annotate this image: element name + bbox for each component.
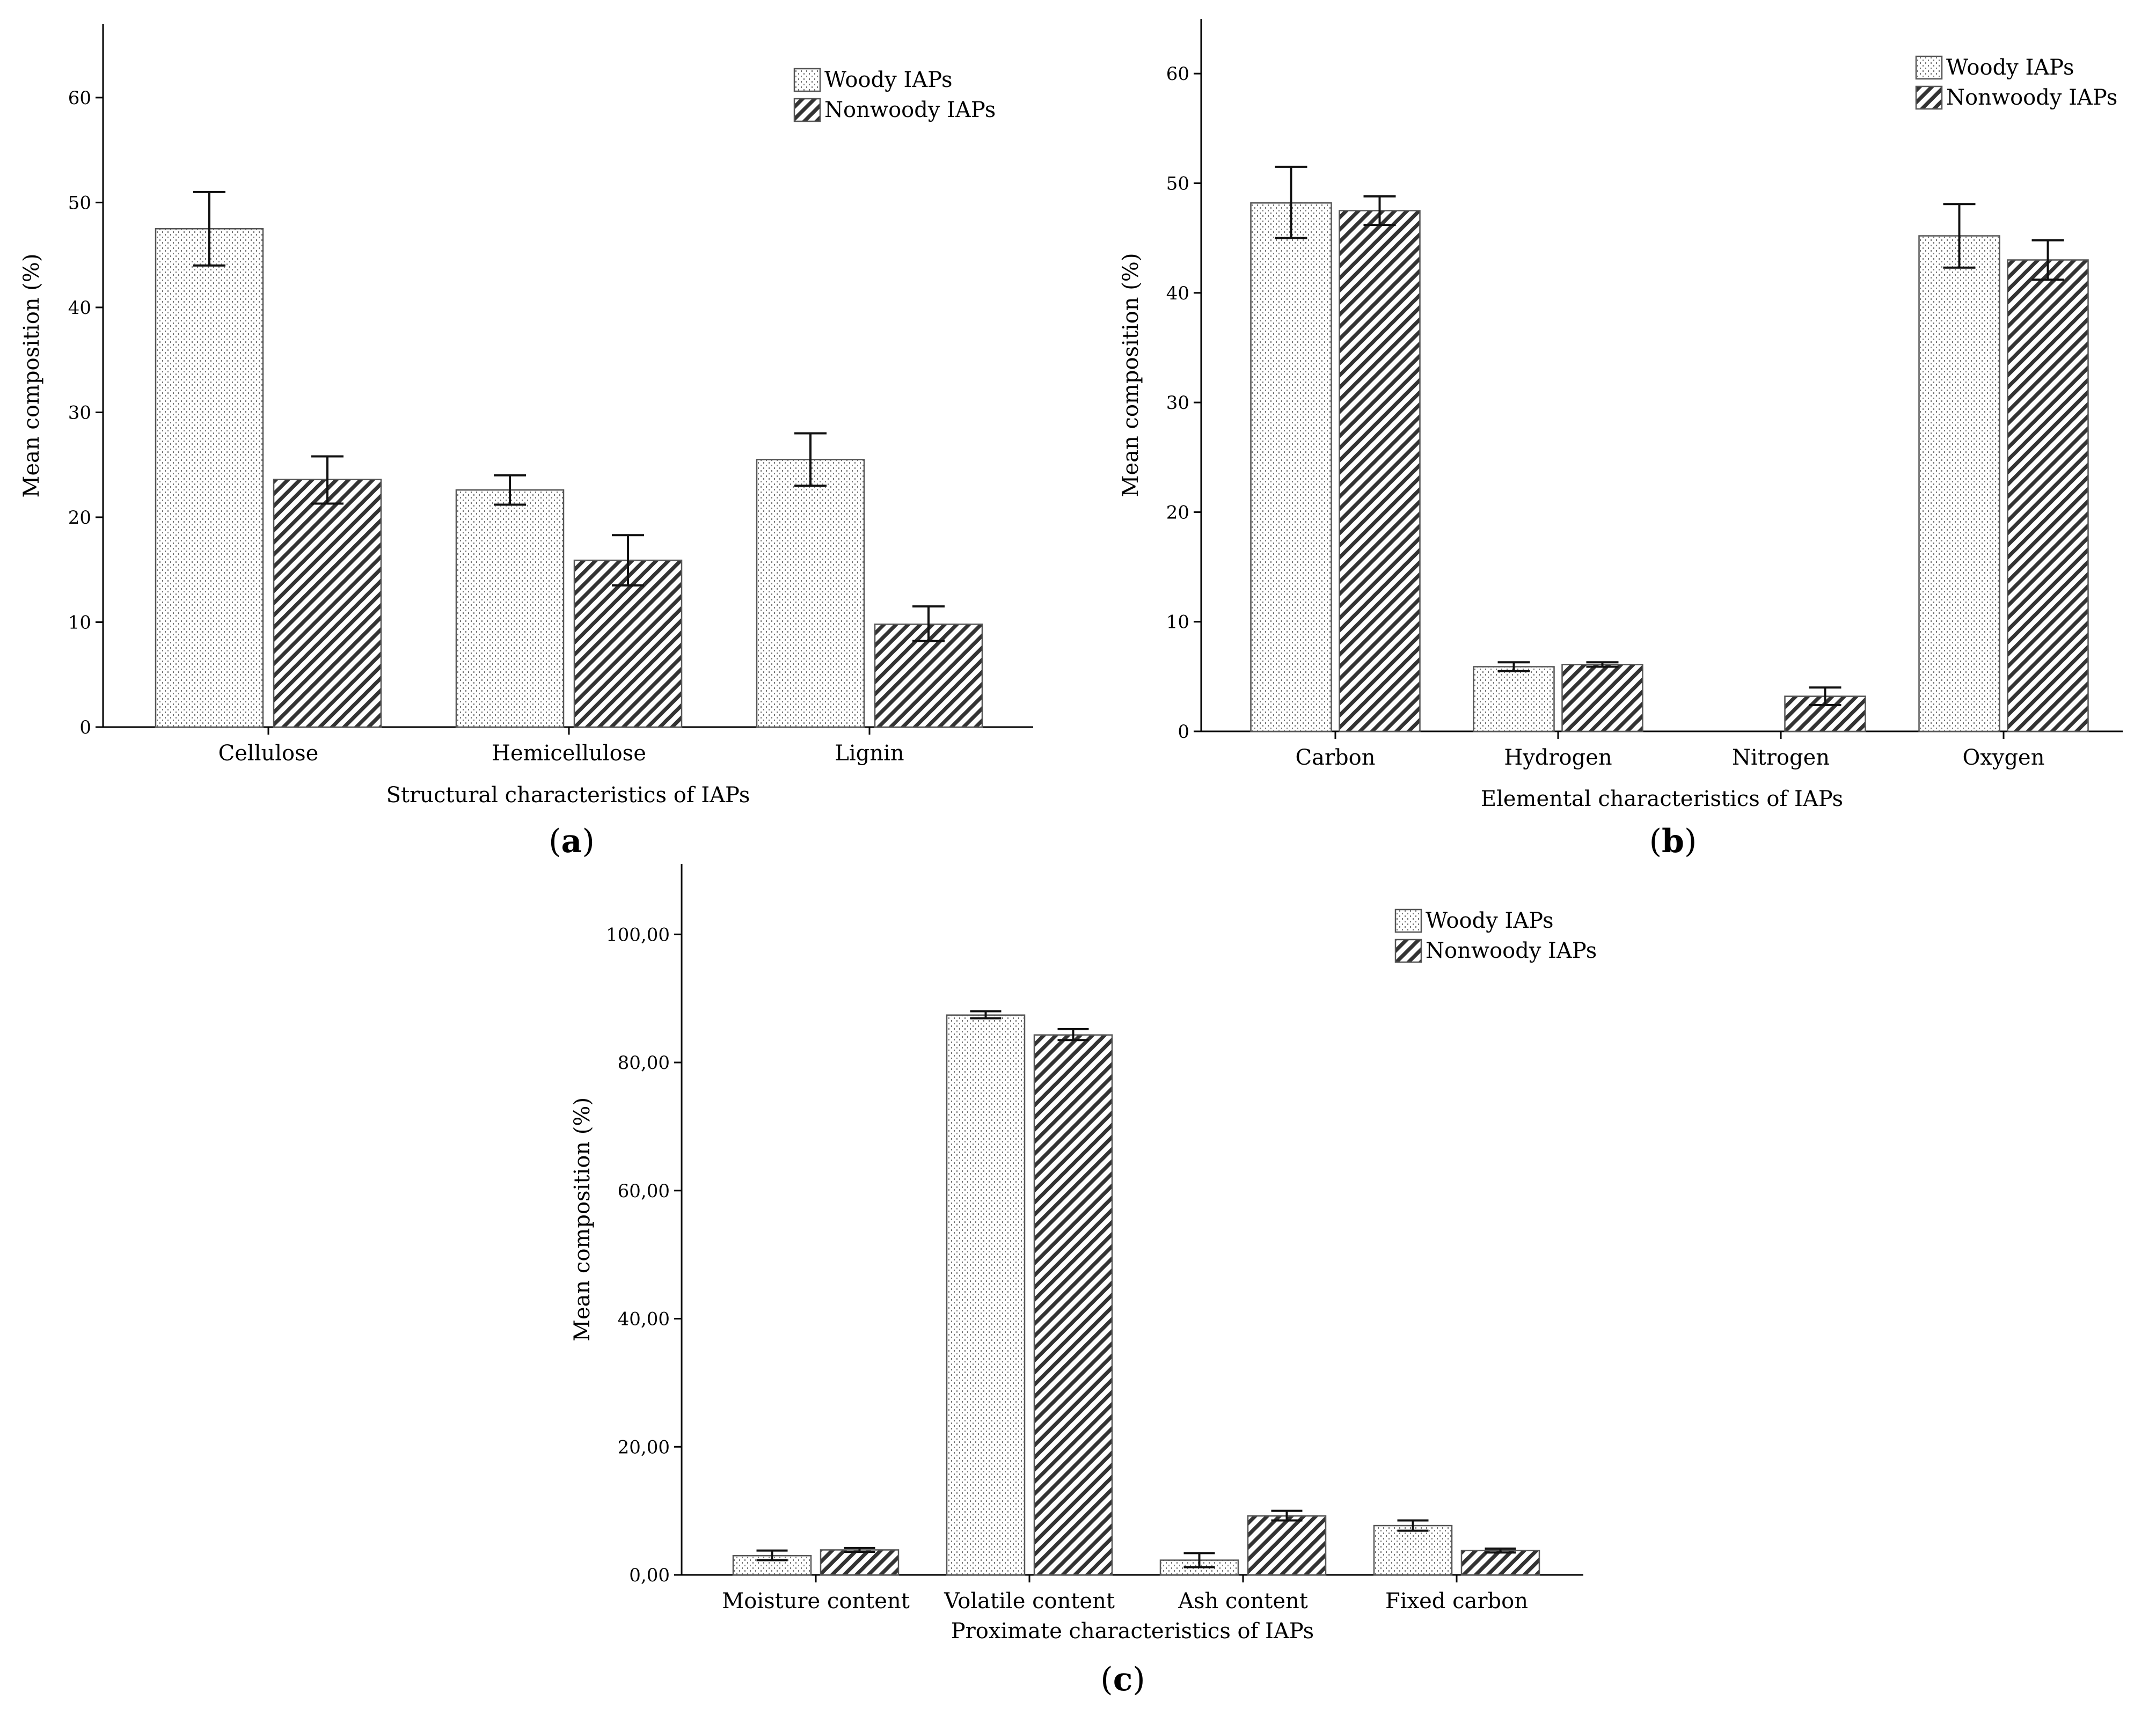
category-label: Hemicellulose [492,741,646,766]
legend-swatch-woody [793,68,821,92]
error-bar [1809,686,1841,706]
y-tick-label: 0 [1178,721,1189,743]
y-tick-label: 0,00 [629,1565,670,1586]
legend-label: Nonwoody IAPs [1946,85,2117,110]
y-tick-label: 40 [68,297,91,319]
error-bar [2031,239,2064,281]
y-tick-label: 100,00 [606,924,670,945]
nonwoody-bar-ash-content [1247,1515,1327,1576]
category-label: Oxygen [1963,745,2045,770]
y-tick-label: 80,00 [618,1052,670,1074]
category-label: Cellulose [218,741,319,766]
error-bar [1497,661,1530,672]
y-tick-label: 20 [68,507,91,529]
woody-bar-fixed-carbon [1373,1524,1453,1576]
error-bar [494,474,526,506]
y-tick-label: 40,00 [618,1309,670,1330]
chart-panel-a: 0 10 20 30 40 50 60 Cellulose Hemicellulose Ligni… [19,24,1033,860]
y-tick-label: 60,00 [618,1181,670,1202]
legend-swatch-woody [1394,908,1422,933]
error-bar [1586,661,1619,668]
nonwoody-bar-moisture-content [820,1549,900,1576]
legend-swatch-nonwoody [1915,85,1943,110]
nonwoody-bar-carbon [1339,210,1421,732]
legend-swatch-nonwoody [793,98,821,122]
legend-label: Woody IAPs [1426,908,1554,933]
error-bar [311,455,344,505]
error-bar [1363,195,1396,226]
woody-bar-hydrogen [1473,666,1555,732]
panel-label: (c) [1100,1661,1145,1698]
error-bar [1397,1519,1429,1532]
category-label: Lignin [835,741,904,766]
panel-label: (b) [1649,823,1697,860]
x-axis-title: Proximate characteristics of IAPs [951,1619,1314,1644]
category-label: Ash content [1178,1589,1308,1614]
woody-bar-carbon [1250,202,1332,732]
error-bar [1275,165,1307,239]
nonwoody-bar-fixed-carbon [1460,1550,1540,1576]
y-tick-label: 0 [79,717,91,738]
category-label: Hydrogen [1504,745,1612,770]
chart-panel-b: 0 10 20 30 40 50 60 Carbon Hydrogen Nitrogen Oxyge… [1119,19,2123,860]
y-tick-label: 60 [1166,63,1189,85]
category-label: Volatile content [944,1589,1115,1614]
y-tick-label: 50 [1166,173,1189,194]
woody-bar-cellulose [155,228,264,728]
x-axis-title: Structural characteristics of IAPs [386,783,750,808]
category-label: Fixed carbon [1385,1589,1528,1614]
error-bar [1485,1548,1516,1554]
error-bar [193,190,225,267]
woody-bar-lignin [756,459,865,728]
y-tick-label: 10 [68,612,91,633]
error-bar [970,1010,1002,1020]
legend-label: Nonwoody IAPs [824,98,996,122]
y-axis-title: Mean composition (%) [570,1097,595,1341]
nonwoody-bar-hydrogen [1561,664,1643,732]
woody-bar-hemicellulose [455,489,565,728]
category-label: Carbon [1295,745,1375,770]
legend-swatch-woody [1915,55,1943,80]
legend-label: Nonwoody IAPs [1426,939,1597,963]
y-tick-label: 20 [1166,502,1189,523]
y-tick-label: 20,00 [618,1436,670,1458]
y-axis-title: Mean composition (%) [19,253,44,497]
woody-bar-oxygen [1918,235,2000,732]
legend-swatch-nonwoody [1394,939,1422,963]
y-axis-title: Mean composition (%) [1119,253,1143,497]
error-bar [912,605,945,642]
y-tick-label: 10 [1166,612,1189,633]
error-bar [612,534,644,587]
y-tick-label: 40 [1166,283,1189,304]
error-bar [756,1549,788,1561]
error-bar [794,432,827,487]
y-tick-label: 60 [68,87,91,109]
y-tick-label: 30 [1166,392,1189,414]
nonwoody-bar-oxygen [2007,259,2089,732]
error-bar [1057,1028,1089,1042]
category-label: Moisture content [722,1589,910,1614]
legend-label: Woody IAPs [824,68,953,92]
legend-label: Woody IAPs [1946,55,2074,80]
category-label: Nitrogen [1732,745,1830,770]
error-bar [1271,1509,1303,1522]
y-tick-label: 50 [68,192,91,214]
error-bar [1943,203,1976,269]
chart-panel-c: 0,00 20,00 40,00 60,00 80,00 100,00 Moisture c… [570,864,1597,1698]
panel-label: (a) [549,823,595,860]
y-tick-label: 30 [68,402,91,423]
nonwoody-bar-cellulose [273,479,382,728]
x-axis-title: Elemental characteristics of IAPs [1481,787,1843,811]
nonwoody-bar-volatile-content [1033,1034,1113,1576]
error-bar [844,1546,875,1553]
error-bar [1183,1552,1215,1568]
woody-bar-volatile-content [946,1014,1026,1576]
